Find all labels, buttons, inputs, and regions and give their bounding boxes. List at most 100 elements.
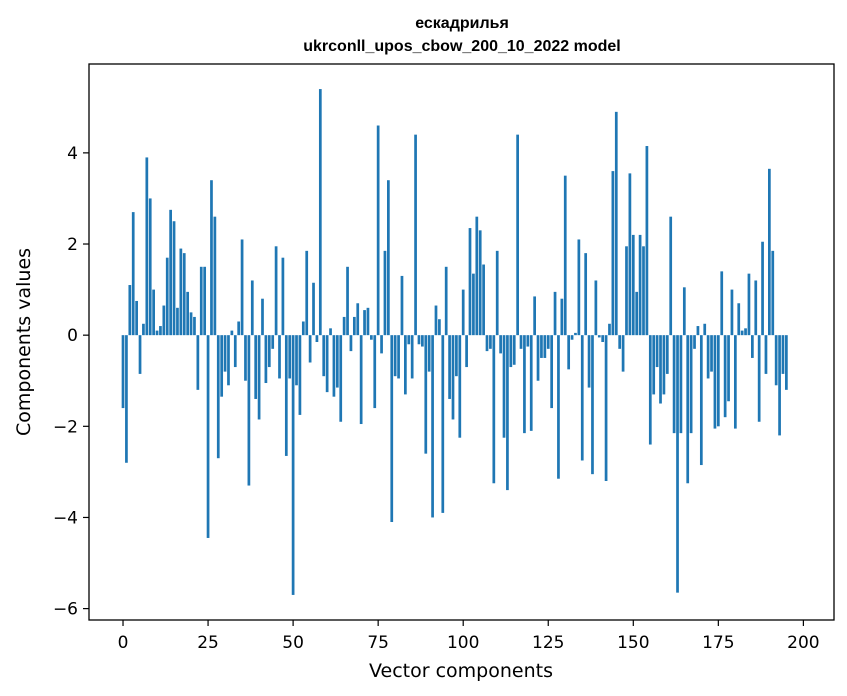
bar: [499, 335, 502, 354]
bar: [594, 280, 598, 336]
bars-group: [121, 89, 788, 595]
bar: [349, 335, 353, 352]
bar: [441, 335, 445, 513]
bar: [329, 328, 332, 336]
bar: [369, 335, 373, 340]
bar: [706, 335, 710, 379]
bar: [356, 303, 360, 336]
bar: [380, 335, 383, 354]
bar: [203, 266, 207, 336]
bar: [764, 335, 768, 374]
bar: [431, 335, 434, 518]
bar: [628, 173, 632, 336]
bar: [529, 335, 533, 431]
bar: [400, 275, 404, 336]
bar: [672, 335, 676, 434]
bar: [291, 335, 295, 595]
bar: [264, 335, 268, 384]
bar: [723, 335, 727, 418]
bar: [543, 335, 547, 358]
bar: [591, 335, 594, 475]
y-axis-label: Components values: [13, 248, 35, 436]
bar: [682, 287, 686, 336]
bar: [686, 335, 690, 484]
bar: [648, 335, 652, 445]
bar: [580, 335, 584, 461]
y-tick-label: −6: [53, 600, 78, 620]
bar: [162, 305, 166, 336]
bar: [199, 266, 203, 336]
bar: [387, 180, 390, 336]
bar: [662, 335, 666, 395]
bar: [346, 266, 349, 336]
bar: [169, 209, 172, 336]
x-tick-label: 200: [787, 633, 819, 653]
bar: [274, 246, 278, 336]
bar: [159, 326, 162, 336]
y-axis-ticks: −6 −4 −2 0 2 4: [53, 144, 89, 620]
bar: [472, 273, 475, 336]
bar: [761, 241, 764, 336]
bar: [145, 157, 149, 336]
bar: [587, 335, 591, 388]
bar: [233, 335, 237, 368]
bar: [193, 316, 196, 336]
bar: [720, 271, 724, 336]
bar: [774, 335, 778, 386]
bar: [244, 335, 247, 381]
bar: [625, 246, 628, 336]
bar: [482, 264, 485, 336]
bar: [465, 335, 468, 368]
bar: [557, 335, 560, 479]
bar: [601, 335, 605, 342]
bar: [179, 248, 183, 336]
bar: [489, 335, 492, 349]
bar: [301, 321, 305, 336]
bar: [713, 335, 717, 429]
bar: [427, 335, 431, 372]
bar: [390, 335, 394, 523]
bar: [135, 300, 138, 336]
bar: [448, 335, 451, 399]
bar: [614, 111, 618, 336]
bar: [278, 335, 281, 379]
bar: [455, 335, 458, 377]
bar: [322, 335, 326, 377]
bar: [631, 234, 635, 336]
bar: [737, 303, 741, 336]
bar: [733, 335, 737, 429]
bar: [642, 246, 645, 336]
bar: [417, 335, 421, 345]
x-tick-label: 50: [282, 633, 304, 653]
bar: [669, 216, 673, 336]
bar: [189, 312, 193, 336]
x-tick-label: 150: [617, 633, 649, 653]
bar: [152, 289, 155, 336]
bar: [519, 335, 523, 349]
bar: [373, 335, 377, 409]
chart-title-line1: ескадрилья: [415, 15, 509, 32]
bar: [298, 335, 302, 415]
bar: [359, 335, 363, 425]
bar: [570, 335, 574, 340]
bar: [434, 305, 438, 336]
bar: [125, 335, 128, 463]
bar: [271, 335, 275, 349]
plot-frame: [88, 63, 835, 621]
bar: [478, 230, 482, 336]
bar: [509, 335, 513, 368]
bar: [458, 335, 462, 438]
bar: [131, 212, 135, 336]
bar: [533, 296, 536, 336]
bar: [461, 289, 465, 336]
bar: [638, 234, 642, 336]
bar: [247, 335, 251, 486]
bar: [618, 335, 622, 349]
bar: [716, 335, 720, 427]
bar: [196, 335, 200, 390]
bar: [325, 335, 329, 393]
bar: [220, 335, 224, 397]
bar: [577, 239, 581, 336]
bar: [781, 335, 785, 374]
